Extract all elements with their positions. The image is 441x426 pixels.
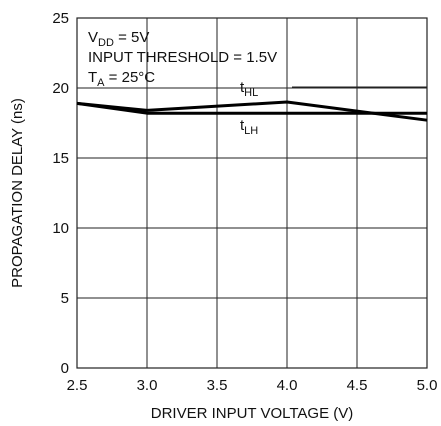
series-label-thl: tHL bbox=[240, 79, 258, 99]
ta-annotation: TA = 25°C bbox=[88, 69, 155, 89]
threshold-annotation: INPUT THRESHOLD = 1.5V bbox=[88, 49, 277, 66]
y-tick-label: 25 bbox=[52, 10, 69, 27]
plot-frame bbox=[76, 17, 428, 369]
y-tick-labels: 0 5 10 15 20 25 bbox=[52, 10, 69, 377]
vdd-annotation: VDD = 5V bbox=[88, 29, 149, 49]
series-line-lh bbox=[76, 101, 427, 115]
y-tick-label: 5 bbox=[61, 290, 69, 307]
x-tick-label: 2.5 bbox=[67, 377, 88, 394]
y-tick-label: 0 bbox=[61, 360, 69, 377]
x-tick-label: 5.0 bbox=[417, 377, 438, 394]
conditions-annotation: VDD = 5V INPUT THRESHOLD = 1.5V TA = 25°… bbox=[88, 29, 277, 89]
x-tick-labels: 2.5 3.0 3.5 4.0 4.5 5.0 bbox=[67, 377, 438, 394]
y-tick-label: 15 bbox=[52, 150, 69, 167]
x-tick-label: 3.5 bbox=[207, 377, 228, 394]
x-tick-label: 4.0 bbox=[277, 377, 298, 394]
series-lines bbox=[76, 100, 428, 122]
x-axis-label: DRIVER INPUT VOLTAGE (V) bbox=[151, 405, 354, 422]
y-tick-label: 20 bbox=[52, 80, 69, 97]
series-label-tlh: tLH bbox=[240, 117, 258, 137]
x-tick-label: 4.5 bbox=[347, 377, 368, 394]
y-tick-label: 10 bbox=[52, 220, 69, 237]
y-axis-label: PROPAGATION DELAY (ns) bbox=[9, 98, 26, 288]
x-tick-label: 3.0 bbox=[137, 377, 158, 394]
